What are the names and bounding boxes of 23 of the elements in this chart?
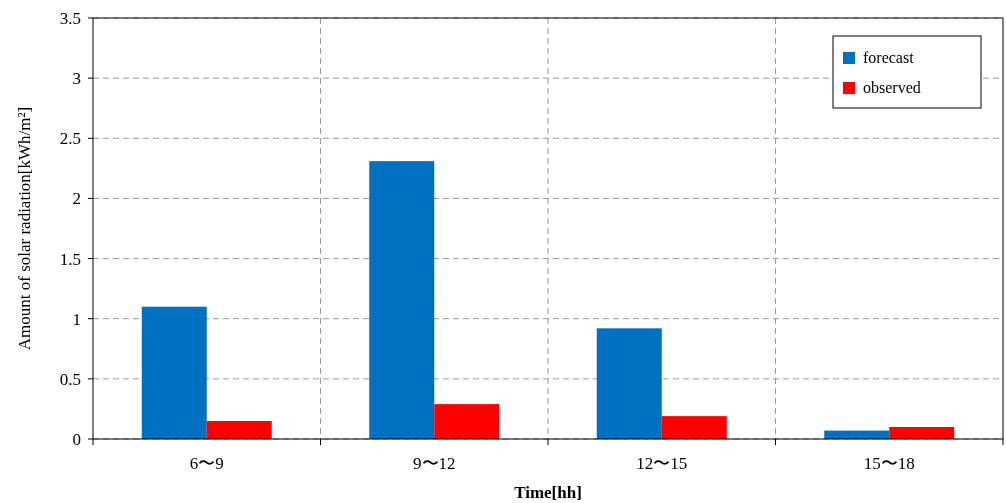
x-tick-label: 15〜18 bbox=[863, 454, 915, 473]
y-tick-label: 2.5 bbox=[59, 129, 81, 149]
x-tick-label: 6〜9 bbox=[189, 454, 224, 473]
y-axis-title: Amount of solar radiation[kWh/m²] bbox=[15, 106, 34, 351]
y-tick-label: 1 bbox=[72, 309, 81, 329]
y-tick-label: 1.5 bbox=[59, 249, 81, 269]
y-tick-label: 3.5 bbox=[59, 9, 81, 28]
bar bbox=[661, 416, 727, 439]
bar bbox=[369, 161, 435, 439]
x-tick-label: 9〜12 bbox=[413, 454, 456, 473]
x-tick-label: 12〜15 bbox=[636, 454, 688, 473]
bar bbox=[889, 426, 955, 439]
bar bbox=[596, 328, 662, 439]
y-tick-label: 0 bbox=[72, 430, 81, 449]
legend-label: observed bbox=[863, 79, 921, 96]
y-tick-label: 0.5 bbox=[59, 369, 81, 389]
bar bbox=[141, 306, 207, 439]
legend-label: forecast bbox=[863, 49, 915, 66]
bar bbox=[206, 420, 272, 439]
bar bbox=[434, 404, 500, 439]
y-tick-label: 3 bbox=[72, 69, 81, 89]
y-tick-label: 2 bbox=[72, 189, 81, 209]
x-axis-title: Time[hh] bbox=[514, 483, 582, 502]
